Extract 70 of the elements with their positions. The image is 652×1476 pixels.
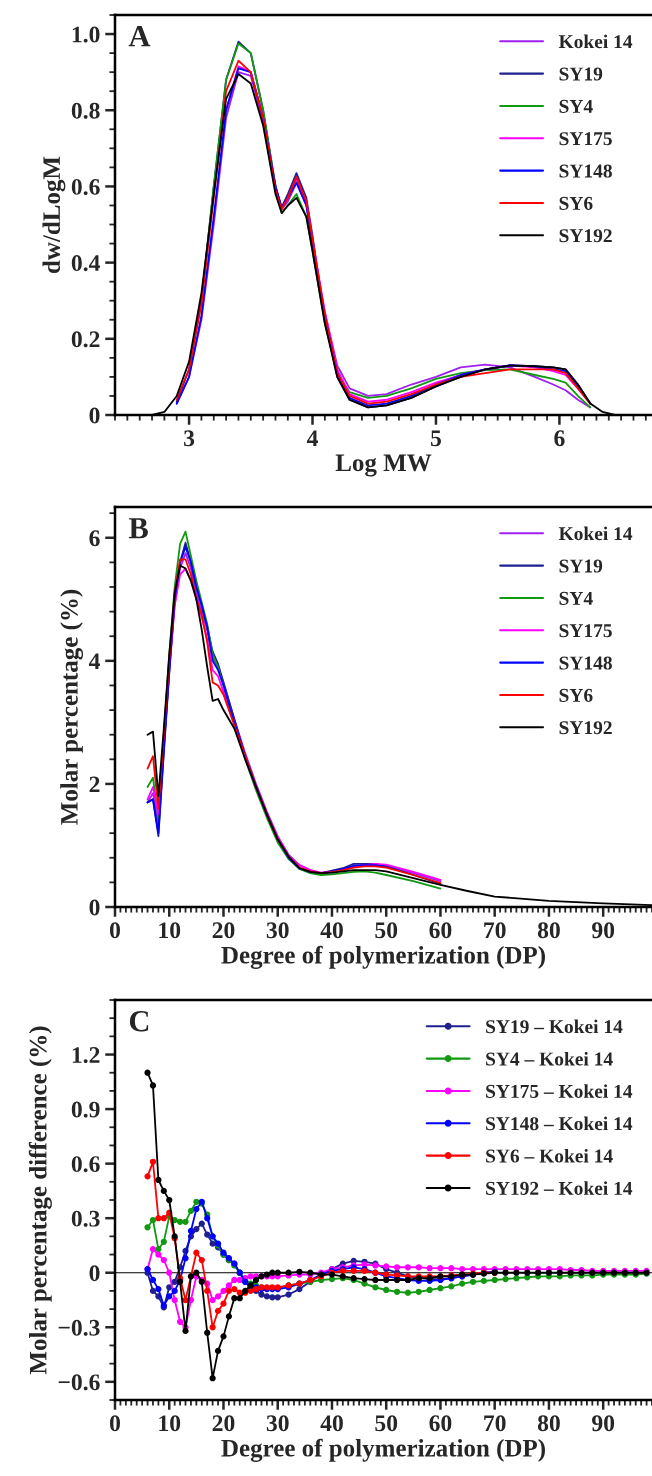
x-tick-label: 80 — [537, 922, 560, 939]
y-tick-label: 0.6 — [71, 178, 100, 195]
y-tick-label: 6 — [89, 530, 100, 547]
y-tick-label: 2 — [89, 776, 100, 793]
y-tick-label: 0 — [89, 407, 100, 424]
x-tick-label: 40 — [320, 922, 343, 939]
legend-label: SY148 – Kokei 14 — [486, 1116, 633, 1131]
x-tick-label: 70 — [484, 1415, 506, 1432]
x-tick-label: 5 — [431, 430, 442, 447]
chart-title: B — [128, 518, 148, 539]
legend-label: SY148 — [559, 164, 612, 178]
legend-label: SY192 — [559, 721, 612, 735]
x-tick-label: 3 — [184, 430, 195, 447]
x-tick-label: 40 — [320, 1415, 343, 1432]
legend-label: Kokei 14 — [558, 34, 633, 49]
y-axis-title: Molar percentage difference (%) — [28, 1026, 52, 1375]
y-tick-label: 0.4 — [71, 255, 100, 272]
x-tick-label: 20 — [212, 922, 235, 939]
x-tick-label: 0 — [110, 922, 120, 939]
legend-label: SY6 – Kokei 14 — [486, 1148, 613, 1163]
y-tick-label: 0 — [89, 899, 100, 916]
x-tick-label: 30 — [266, 922, 289, 939]
legend-label: SY19 — [559, 67, 603, 81]
legend-label: SY175 — [559, 132, 612, 146]
y-tick-label: 0.9 — [71, 1101, 100, 1118]
x-tick-label: 30 — [266, 1415, 289, 1432]
chart-title: A — [128, 26, 151, 47]
y-tick-label: −0.3 — [58, 1319, 100, 1336]
legend-label: SY175 – Kokei 14 — [486, 1084, 633, 1098]
x-axis-title: Degree of polymerization (DP) — [221, 945, 545, 969]
x-tick-label: 90 — [592, 1415, 615, 1432]
x-tick-label: 90 — [592, 922, 615, 939]
x-tick-label: 20 — [212, 1415, 235, 1432]
y-axis-title: dw/dLogM — [42, 156, 66, 274]
y-tick-label: 0 — [89, 1265, 100, 1282]
legend-label: SY6 — [559, 196, 593, 210]
legend-label: SY19 – Kokei 14 — [486, 1019, 623, 1034]
x-tick-label: 10 — [159, 922, 181, 939]
x-tick-label: 70 — [484, 922, 506, 939]
y-axis-title: Molar percentage (%) — [60, 589, 84, 825]
legend-label: SY4 – Kokei 14 — [486, 1051, 613, 1066]
legend-label: SY192 – Kokei 14 — [486, 1181, 633, 1195]
y-tick-label: 0.6 — [71, 1156, 100, 1173]
x-axis-title: Degree of polymerization (DP) — [221, 1438, 545, 1462]
x-tick-label: 60 — [429, 1415, 452, 1432]
legend-label: Kokei 14 — [558, 526, 633, 541]
legend-label: SY6 — [559, 688, 593, 702]
y-tick-label: 1.2 — [72, 1047, 100, 1064]
x-tick-label: 6 — [554, 430, 565, 447]
y-tick-label: 1.0 — [72, 26, 100, 43]
y-tick-label: 0.8 — [71, 102, 100, 119]
x-tick-label: 50 — [375, 922, 398, 939]
legend-label: SY175 — [559, 624, 612, 638]
legend-label: SY4 — [559, 591, 593, 605]
y-tick-label: 0.2 — [71, 331, 100, 348]
x-tick-label: 10 — [159, 1415, 181, 1432]
legend-label: SY4 — [559, 99, 593, 113]
x-axis-title: Log MW — [335, 454, 432, 477]
x-tick-label: 0 — [110, 1415, 120, 1432]
y-tick-label: 4 — [88, 653, 100, 670]
x-tick-label: 50 — [375, 1415, 398, 1432]
legend-label: SY192 — [559, 229, 612, 243]
legend-label: SY19 — [559, 559, 603, 573]
x-tick-label: 80 — [537, 1415, 560, 1432]
legend-label: SY148 — [559, 656, 612, 670]
chart-title: C — [129, 1010, 149, 1032]
x-tick-label: 4 — [306, 430, 318, 446]
y-tick-label: −0.6 — [58, 1374, 100, 1391]
y-tick-label: 0.3 — [71, 1210, 100, 1227]
x-tick-label: 60 — [429, 922, 452, 939]
